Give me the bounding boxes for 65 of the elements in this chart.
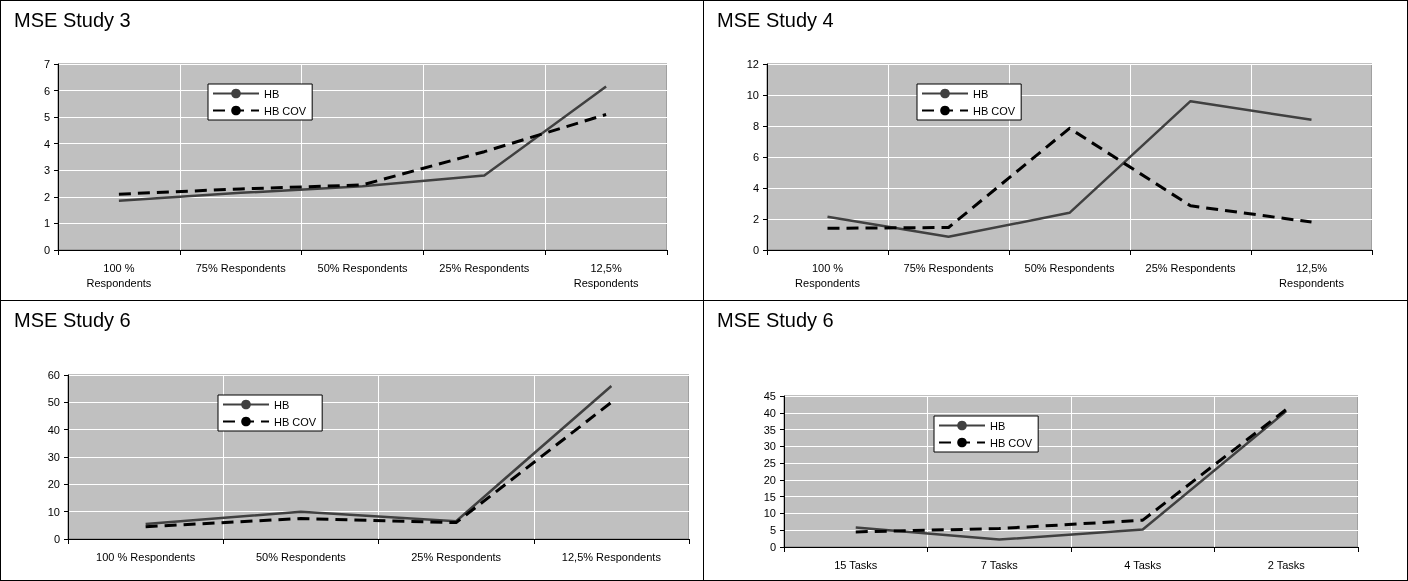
- y-tick-label: 5: [43, 111, 50, 124]
- x-tick-label: 2 Tasks: [1267, 558, 1306, 571]
- y-tick-label: 35: [763, 423, 776, 436]
- y-tick-label: 40: [47, 423, 60, 436]
- y-tick-label: 25: [763, 457, 776, 470]
- y-tick-label: 4: [752, 182, 759, 194]
- x-tick-label: 50% Respondents: [317, 261, 408, 274]
- legend-label: HB: [264, 87, 280, 100]
- legend-label: HB COV: [973, 104, 1016, 117]
- legend-label: HB COV: [264, 104, 307, 117]
- y-tick-label: 4: [43, 137, 50, 150]
- y-tick-label: 60: [47, 369, 60, 381]
- y-tick-label: 30: [763, 440, 776, 453]
- x-tick-label: 75% Respondents: [195, 261, 287, 274]
- y-tick-label: 0: [53, 533, 60, 545]
- x-tick-label: 50% Respondents: [255, 550, 347, 563]
- y-tick-label: 40: [763, 406, 776, 419]
- legend-label: HB: [274, 398, 290, 411]
- legend-label: HB COV: [274, 415, 317, 428]
- y-tick-label: 7: [43, 58, 50, 70]
- x-tick-label: 100 % Respondents: [795, 261, 861, 289]
- y-tick-label: 0: [769, 541, 776, 553]
- y-tick-label: 8: [752, 120, 759, 132]
- y-tick-label: 20: [47, 478, 60, 491]
- x-tick-label: 100 % Respondents: [96, 550, 196, 563]
- y-tick-label: 0: [752, 244, 759, 256]
- x-tick-label: 7 Tasks: [980, 558, 1019, 571]
- line-series: [826, 126, 1313, 230]
- x-tick-label: 25% Respondents: [411, 550, 502, 563]
- x-tick-label: 25% Respondents: [439, 261, 530, 274]
- x-tick-label: 12,5% Respondents: [573, 261, 640, 289]
- y-tick-label: 15: [763, 490, 776, 503]
- y-tick-label: 6: [752, 151, 759, 163]
- y-tick-label: 5: [769, 524, 776, 537]
- chart-title: MSE Study 6: [717, 309, 834, 331]
- y-tick-label: 1: [43, 217, 50, 230]
- y-tick-label: 10: [47, 505, 60, 518]
- x-tick-label: 12,5% Respondents: [1279, 261, 1345, 289]
- legend-label: HB: [990, 419, 1006, 432]
- y-tick-label: 10: [763, 507, 776, 520]
- y-tick-label: 12: [746, 58, 759, 70]
- chart-title: MSE Study 6: [14, 309, 131, 331]
- y-tick-label: 20: [763, 473, 776, 486]
- chart-title: MSE Study 4: [717, 9, 834, 31]
- line-series: [826, 99, 1313, 239]
- x-tick-label: 15 Tasks: [834, 558, 878, 571]
- x-tick-label: 75% Respondents: [903, 261, 994, 274]
- y-tick-label: 50: [47, 396, 60, 409]
- y-tick-label: 45: [763, 390, 776, 402]
- y-tick-label: 2: [752, 213, 759, 225]
- y-tick-label: 6: [43, 84, 50, 97]
- x-tick-label: 100 % Respondents: [86, 261, 152, 289]
- y-tick-label: 2: [43, 190, 50, 203]
- y-tick-label: 10: [746, 89, 759, 101]
- line-series: [117, 85, 608, 203]
- legend-label: HB: [973, 87, 989, 100]
- y-tick-label: 0: [43, 244, 50, 256]
- x-tick-label: 4 Tasks: [1124, 558, 1162, 571]
- legend-label: HB COV: [990, 436, 1033, 449]
- x-tick-label: 12,5% Respondents: [561, 550, 662, 563]
- y-tick-label: 3: [43, 164, 50, 177]
- x-tick-label: 25% Respondents: [1145, 261, 1236, 274]
- chart-title: MSE Study 3: [14, 9, 131, 31]
- y-tick-label: 30: [47, 451, 60, 463]
- x-tick-label: 50% Respondents: [1024, 261, 1115, 274]
